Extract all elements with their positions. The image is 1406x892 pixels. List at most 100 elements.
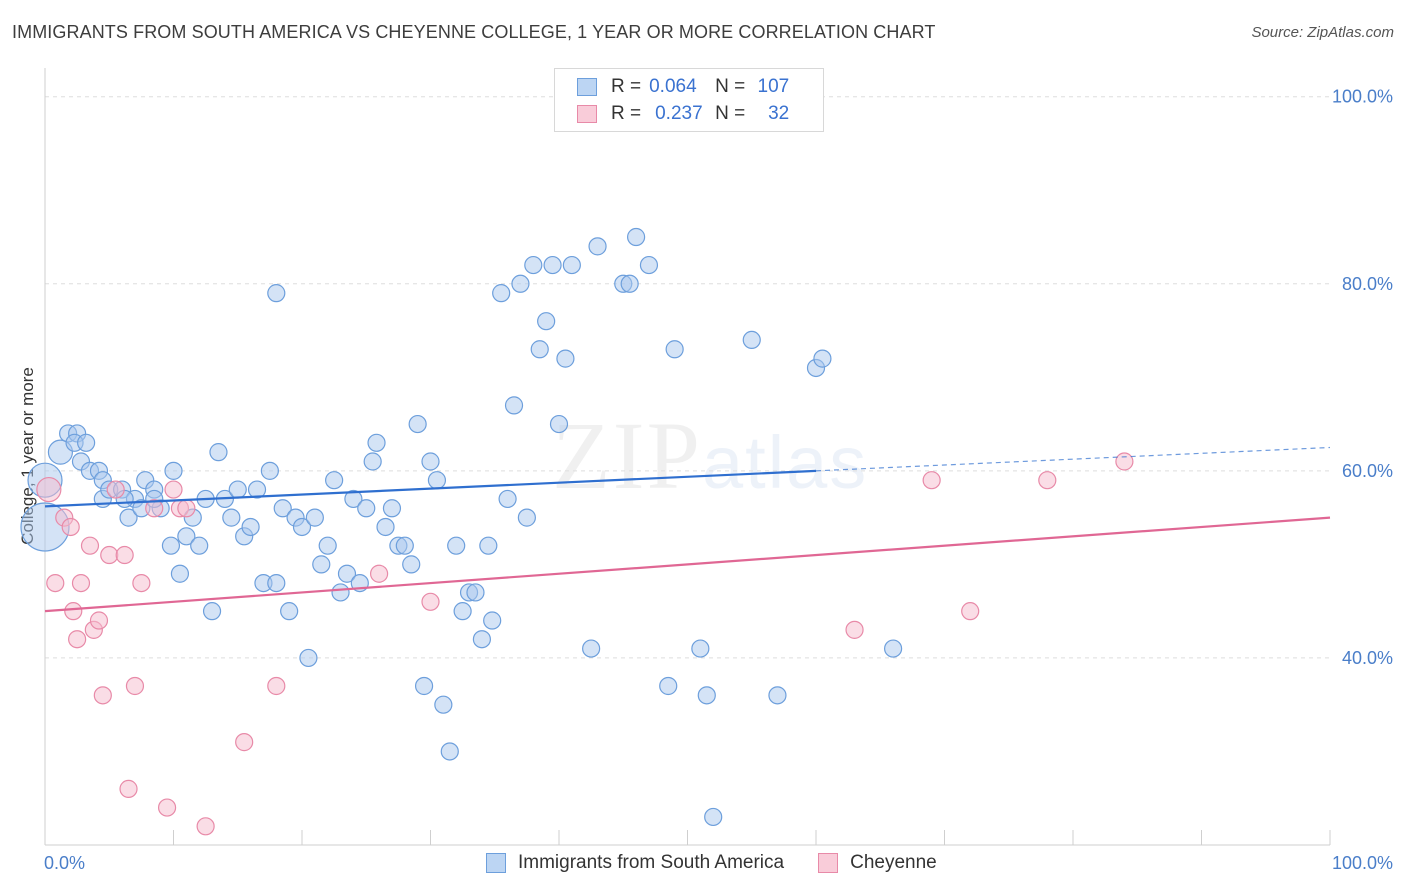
south-america-point <box>299 648 318 668</box>
south-america-point <box>530 340 549 359</box>
south-america-point <box>241 517 260 537</box>
south-america-point <box>620 274 639 293</box>
legend-n-value: 107 <box>757 76 790 97</box>
y-tick-label: 100.0% <box>1332 87 1393 107</box>
south-america-point <box>498 489 517 509</box>
south-america-point <box>273 499 292 518</box>
south-america-point <box>260 461 279 480</box>
south-america-point <box>483 611 502 630</box>
south-america-point <box>305 508 324 527</box>
cheyenne-point <box>125 676 145 696</box>
south-america-point <box>421 452 440 471</box>
cheyenne-point <box>267 676 286 696</box>
south-america-point <box>222 508 241 527</box>
legend-r-label: R = <box>611 103 642 124</box>
cheyenne-point <box>132 573 151 593</box>
pink-swatch <box>818 853 839 873</box>
legend-item-south-america[interactable]: Immigrants from South America <box>486 852 784 874</box>
south-america-point <box>742 330 761 350</box>
legend-row-blue: R = 0.064 N = 107 <box>577 74 789 100</box>
cheyenne-point <box>93 686 112 705</box>
south-america-point <box>395 536 414 555</box>
cheyenne-point <box>64 602 83 621</box>
south-america-point <box>813 349 832 368</box>
south-america-point <box>697 686 716 705</box>
legend-row-pink: R = 0.237 N = 32 <box>577 101 789 127</box>
south-america-point <box>363 452 382 471</box>
south-america-point <box>556 349 575 368</box>
south-america-point <box>376 517 395 537</box>
south-america-point <box>414 676 434 696</box>
south-america-point <box>447 536 466 555</box>
south-america-point <box>267 573 286 593</box>
cheyenne-point <box>68 630 87 649</box>
south-america-point <box>337 564 357 583</box>
south-america-point <box>883 639 903 658</box>
legend-item-label: Immigrants from South America <box>518 852 785 873</box>
cheyenne-point <box>1115 452 1134 471</box>
south-america-point <box>626 227 646 247</box>
south-america-point <box>543 255 562 275</box>
south-america-point <box>161 536 181 555</box>
south-america-point <box>408 414 427 434</box>
south-america-point <box>504 396 524 415</box>
cheyenne-point <box>370 564 389 583</box>
legend-item-cheyenne[interactable]: Cheyenne <box>818 852 937 874</box>
south-america-trendline <box>44 469 817 508</box>
cheyenne-point <box>115 545 134 565</box>
cheyenne-point <box>961 602 980 621</box>
south-america-point <box>170 564 190 583</box>
south-america-point <box>382 499 402 518</box>
south-america-point <box>524 255 543 275</box>
south-america-point <box>228 480 247 499</box>
south-america-point <box>659 676 678 696</box>
south-america-point <box>691 639 710 658</box>
south-america-point <box>427 471 447 490</box>
pink-swatch <box>577 105 597 123</box>
legend-item-label: Cheyenne <box>850 852 937 873</box>
south-america-point <box>318 536 337 555</box>
cheyenne-point <box>157 798 177 817</box>
blue-swatch <box>486 853 506 873</box>
cheyenne-point <box>421 592 440 611</box>
south-america-point <box>517 508 536 527</box>
south-america-point <box>402 555 421 574</box>
south-america-point <box>492 284 511 303</box>
south-america-point <box>267 284 286 303</box>
y-tick-label: 80.0% <box>1342 274 1393 294</box>
blue-swatch <box>577 78 597 96</box>
cheyenne-point <box>89 611 109 630</box>
cheyenne-point <box>80 536 100 555</box>
x-tick-label: 100.0% <box>1332 853 1393 873</box>
cheyenne-point <box>71 573 91 593</box>
legend-r-value: 0.064 <box>649 76 697 97</box>
cheyenne-point <box>164 480 183 499</box>
south-america-point <box>190 536 209 555</box>
south-america-point <box>479 536 498 555</box>
south-america-point <box>639 255 659 275</box>
cheyenne-point <box>46 573 65 593</box>
stats-legend: R = 0.064 N = 107 R = 0.237 N = 32 <box>554 68 824 132</box>
south-america-point <box>325 471 344 490</box>
south-america-point <box>331 583 350 602</box>
cheyenne-point <box>196 817 215 836</box>
cheyenne-point <box>145 499 164 518</box>
cheyenne-trendline <box>44 516 1331 613</box>
source-credit: Source: ZipAtlas.com <box>1251 24 1394 41</box>
y-tick-label: 40.0% <box>1342 648 1393 668</box>
watermark: ZIPatlas <box>552 400 868 511</box>
south-america-point <box>164 461 183 480</box>
cheyenne-point <box>235 733 254 752</box>
cheyenne-point <box>61 517 80 537</box>
south-america-point <box>292 517 312 537</box>
south-america-point <box>704 807 723 827</box>
south-america-point <box>588 237 607 256</box>
south-america-point <box>440 742 459 761</box>
south-america-point <box>247 480 267 499</box>
south-america-point <box>280 602 299 621</box>
cheyenne-point <box>100 545 119 565</box>
south-america-point <box>549 414 569 434</box>
watermark-zip: ZIP <box>552 402 702 509</box>
south-america-point <box>453 602 472 621</box>
